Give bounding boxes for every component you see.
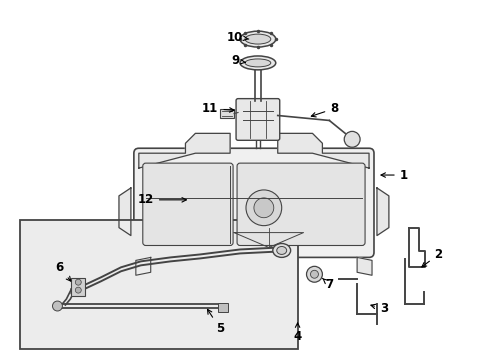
Polygon shape [139, 133, 230, 168]
FancyBboxPatch shape [142, 163, 233, 246]
Bar [218, 303, 228, 312]
Text: 3: 3 [370, 302, 387, 315]
Ellipse shape [244, 34, 270, 44]
Circle shape [245, 190, 281, 226]
Ellipse shape [276, 247, 286, 255]
Ellipse shape [244, 59, 270, 67]
Text: 2: 2 [421, 248, 442, 267]
FancyBboxPatch shape [237, 163, 365, 246]
Ellipse shape [240, 56, 275, 70]
Bar [71, 278, 85, 296]
Circle shape [52, 301, 62, 311]
Circle shape [75, 287, 81, 293]
FancyBboxPatch shape [134, 148, 373, 257]
Text: 9: 9 [230, 54, 244, 67]
Polygon shape [376, 188, 388, 235]
Text: 6: 6 [55, 261, 71, 281]
Text: 8: 8 [311, 102, 338, 117]
FancyBboxPatch shape [236, 99, 279, 140]
Text: 1: 1 [380, 168, 407, 181]
Text: 10: 10 [226, 31, 248, 44]
Polygon shape [356, 257, 371, 275]
Text: 5: 5 [207, 309, 224, 336]
Circle shape [310, 270, 318, 278]
Circle shape [306, 266, 322, 282]
Ellipse shape [272, 243, 290, 257]
Bar [20, 220, 297, 349]
Polygon shape [277, 133, 368, 168]
Text: 11: 11 [202, 102, 234, 115]
Circle shape [344, 131, 359, 147]
Text: 7: 7 [322, 278, 333, 291]
Polygon shape [136, 257, 150, 275]
Text: 12: 12 [137, 193, 186, 206]
Bar [220, 109, 234, 118]
Circle shape [253, 198, 273, 218]
Polygon shape [119, 188, 131, 235]
Text: 4: 4 [293, 323, 301, 343]
Ellipse shape [240, 31, 275, 47]
Circle shape [75, 279, 81, 285]
